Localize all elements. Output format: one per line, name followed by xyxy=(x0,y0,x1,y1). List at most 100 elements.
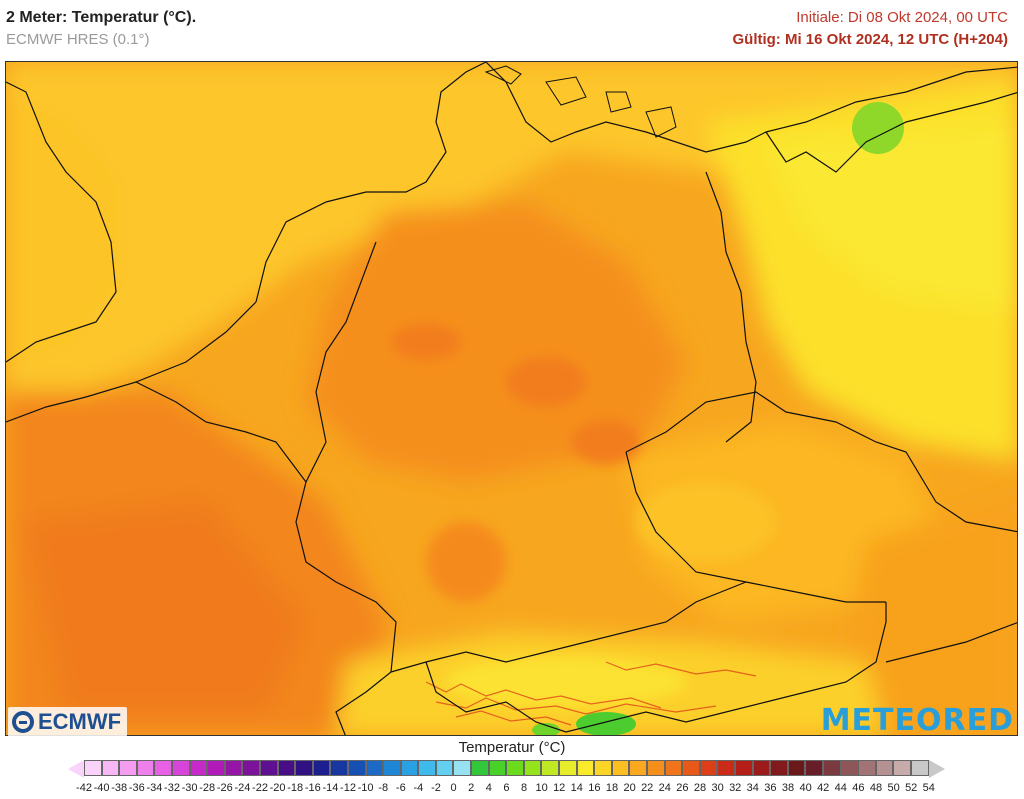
legend-tick-label: 38 xyxy=(781,782,795,794)
legend-swatch xyxy=(400,760,419,776)
legend-swatch xyxy=(805,760,823,776)
legend-tick-label: 14 xyxy=(570,782,583,794)
legend-tick-label: 16 xyxy=(588,782,601,794)
legend-tick-label: -40 xyxy=(93,782,110,794)
map-title: 2 Meter: Temperatur (°C). xyxy=(6,9,197,26)
legend-swatch xyxy=(752,760,771,776)
legend-swatch xyxy=(858,760,876,776)
legend-swatch xyxy=(682,760,700,776)
legend-swatch xyxy=(189,760,208,776)
legend-tick-label: 12 xyxy=(553,782,566,794)
legend-swatch xyxy=(629,760,647,776)
legend-swatch xyxy=(840,760,859,776)
legend-tick-label: 8 xyxy=(520,782,528,794)
legend-swatch xyxy=(295,760,313,776)
legend-tick-label: 52 xyxy=(905,782,918,794)
legend-tick-label: -12 xyxy=(340,782,356,794)
legend-tick-label: -14 xyxy=(322,782,339,794)
header-right: Initiale: Di 08 Okt 2024, 00 UTC Gültig:… xyxy=(732,8,1008,50)
temperature-map[interactable] xyxy=(5,61,1018,736)
legend-tick-label: -18 xyxy=(287,782,304,794)
legend-tick-label: 40 xyxy=(799,782,812,794)
legend-swatch xyxy=(822,760,841,776)
legend-tick-label: -8 xyxy=(378,782,389,794)
legend-tick-label: -42 xyxy=(76,782,92,794)
legend-tick-label: 4 xyxy=(485,782,492,794)
legend-swatch xyxy=(893,760,911,776)
legend-swatch xyxy=(277,760,296,776)
legend-tick-label: -32 xyxy=(164,782,180,794)
legend-tick-label: -2 xyxy=(431,782,441,794)
legend-tick-label: 54 xyxy=(922,782,935,794)
legend-tick-label: 24 xyxy=(658,782,671,794)
legend-tick-label: -36 xyxy=(128,782,145,794)
legend-swatch xyxy=(734,760,753,776)
legend-swatch xyxy=(875,760,894,776)
legend-swatch xyxy=(347,760,366,776)
init-time: Initiale: Di 08 Okt 2024, 00 UTC xyxy=(796,9,1008,26)
legend-swatch xyxy=(506,760,524,776)
legend-tick-label: -16 xyxy=(304,782,321,794)
legend-tick-label: 36 xyxy=(764,782,777,794)
legend-tick-label: -38 xyxy=(111,782,128,794)
legend-swatch xyxy=(242,760,260,776)
model-label: ECMWF HRES (0.1°) xyxy=(6,31,150,48)
ecmwf-logo-icon xyxy=(12,711,34,733)
legend-tick-label: 28 xyxy=(693,782,707,794)
legend-swatch xyxy=(699,760,718,776)
legend-tick-label: -28 xyxy=(199,782,216,794)
meteored-logo: METEORED xyxy=(820,703,1014,738)
legend-tick-label: 26 xyxy=(676,782,689,794)
legend-tick-label: 46 xyxy=(852,782,865,794)
legend-swatch xyxy=(717,760,735,776)
legend-arrow-right xyxy=(928,760,945,778)
legend-swatch xyxy=(365,760,384,776)
legend-swatch xyxy=(171,760,190,776)
legend-swatch xyxy=(383,760,401,776)
legend-arrow-left xyxy=(68,760,84,778)
legend-swatch xyxy=(910,760,929,776)
legend-swatch xyxy=(136,760,155,776)
legend-swatch xyxy=(119,760,137,776)
legend-tick-label: 34 xyxy=(746,782,759,794)
valid-time: Gültig: Mi 16 Okt 2024, 12 UTC (H+204) xyxy=(732,31,1008,48)
legend-tick-label: -4 xyxy=(413,782,424,794)
legend-swatch xyxy=(488,760,507,776)
legend-tick-label: 18 xyxy=(605,782,619,794)
legend-swatch xyxy=(435,760,454,776)
legend-tick-label: -10 xyxy=(357,782,374,794)
legend-tick-label: -30 xyxy=(181,782,198,794)
map-graphic xyxy=(6,62,1017,735)
legend-swatch xyxy=(330,760,348,776)
legend-tick-label: 6 xyxy=(503,782,510,794)
legend-swatch xyxy=(224,760,243,776)
header-left: 2 Meter: Temperatur (°C). ECMWF HRES (0.… xyxy=(6,8,196,50)
legend-swatch xyxy=(312,760,331,776)
legend-swatch xyxy=(541,760,560,776)
legend-tick-label: -20 xyxy=(269,782,286,794)
legend-tick-label: 50 xyxy=(887,782,900,794)
legend-swatch xyxy=(207,760,225,776)
legend-tick-label: 22 xyxy=(641,782,654,794)
ecmwf-logo-text: ECMWF xyxy=(38,709,122,734)
legend-tick-label: 2 xyxy=(468,782,475,794)
legend-swatch xyxy=(559,760,577,776)
legend-swatch xyxy=(259,760,278,776)
legend-title: Temperatur (°C) xyxy=(458,739,566,756)
legend-swatch xyxy=(418,760,436,776)
legend-swatch xyxy=(647,760,665,776)
legend-swatch xyxy=(453,760,472,776)
legend-swatch xyxy=(154,760,172,776)
legend-swatch xyxy=(523,760,542,776)
legend-swatch xyxy=(611,760,630,776)
legend-tick-label: 48 xyxy=(869,782,883,794)
legend-tick-label: 44 xyxy=(834,782,847,794)
legend-swatch xyxy=(471,760,489,776)
legend-swatch xyxy=(594,760,612,776)
legend-swatch xyxy=(787,760,806,776)
legend-bar xyxy=(84,760,929,778)
legend-tick-label: -6 xyxy=(395,782,406,794)
legend-tick-label: 42 xyxy=(817,782,830,794)
legend-tick-label: -34 xyxy=(146,782,163,794)
legend-tick-label: 20 xyxy=(623,782,636,794)
